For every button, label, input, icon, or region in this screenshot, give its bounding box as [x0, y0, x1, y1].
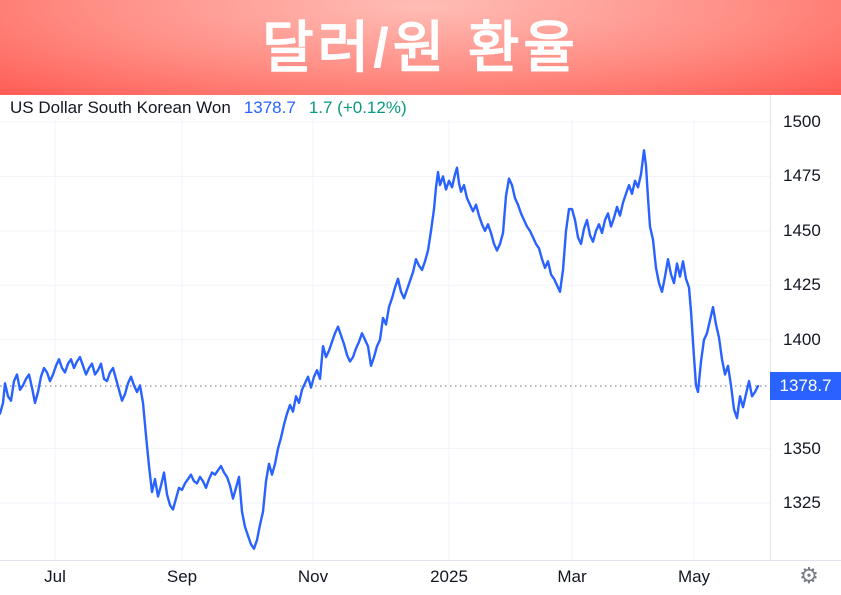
time-tick-label: May	[677, 567, 711, 586]
price-tick-label: 1500	[783, 112, 821, 131]
price-tick-label: 1350	[783, 438, 821, 458]
time-tick-label: Sep	[166, 567, 198, 586]
header-banner: 달러/원 환율	[0, 0, 841, 97]
time-tick-label: 2025	[430, 567, 468, 586]
price-tick-label: 1450	[783, 220, 821, 240]
time-tick-label: Mar	[557, 567, 587, 586]
last-price: 1378.7	[243, 98, 296, 117]
price-change: 1.7 (+0.12%)	[308, 98, 407, 117]
time-tick-label: Jul	[44, 567, 66, 586]
page-title: 달러/원 환율	[262, 16, 579, 79]
symbol-name: US Dollar South Korean Won	[10, 98, 231, 117]
chart-legend: US Dollar South Korean Won 1378.7 1.7 (+…	[10, 98, 407, 118]
exchange-rate-chart[interactable]: US Dollar South Korean Won 1378.7 1.7 (+…	[0, 95, 841, 595]
price-line-series	[0, 149, 760, 550]
price-tick-label: 1400	[783, 329, 821, 349]
gear-icon[interactable]: ⚙	[799, 563, 819, 588]
chart-plot-area[interactable]	[0, 95, 841, 595]
price-tick-label: 1325	[783, 493, 821, 512]
price-tick-label: 1425	[783, 275, 821, 295]
last-price-badge: 1378.7	[770, 372, 841, 401]
price-tick-label: 1475	[783, 166, 821, 186]
time-tick-label: Nov	[297, 567, 329, 586]
